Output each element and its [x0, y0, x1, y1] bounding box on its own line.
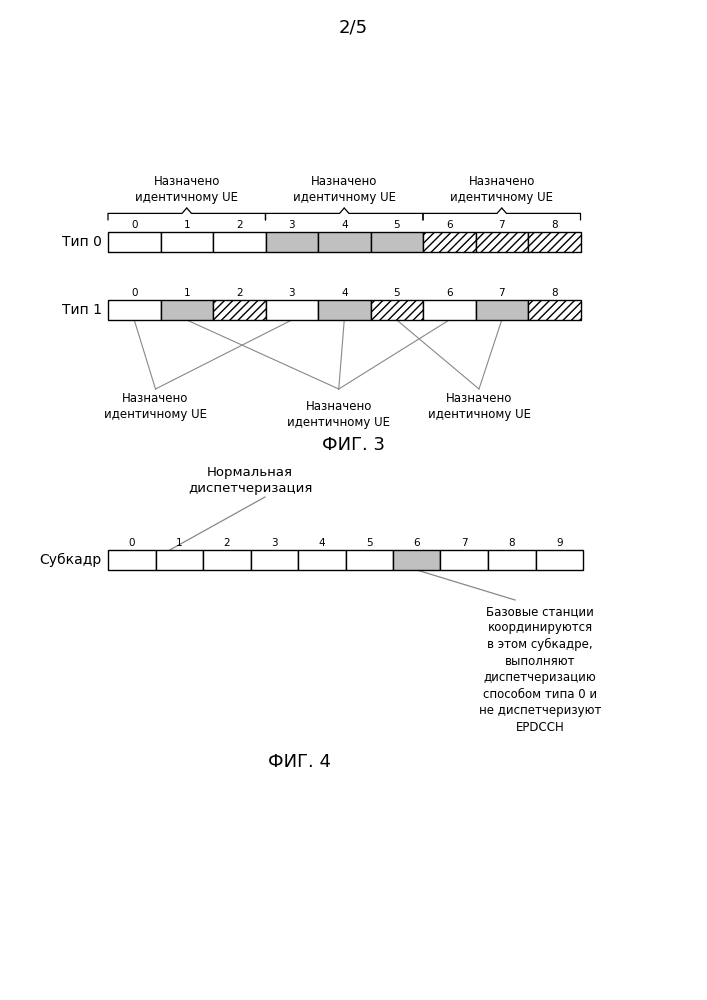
Text: Субкадр: Субкадр	[40, 553, 102, 567]
Text: 1: 1	[176, 538, 182, 548]
Text: ФИГ. 4: ФИГ. 4	[269, 753, 332, 771]
Text: 2: 2	[223, 538, 230, 548]
Text: ФИГ. 3: ФИГ. 3	[322, 436, 385, 454]
Text: 1: 1	[183, 220, 190, 230]
Text: 7: 7	[498, 220, 505, 230]
Bar	[318, 300, 370, 320]
Bar	[213, 232, 266, 252]
Text: 5: 5	[393, 220, 400, 230]
Text: Назначено
идентичному UE: Назначено идентичному UE	[428, 392, 530, 421]
Bar	[535, 550, 583, 570]
Text: 9: 9	[556, 538, 563, 548]
Text: 3: 3	[288, 288, 295, 298]
Text: Тип 1: Тип 1	[62, 303, 102, 317]
Text: 0: 0	[129, 538, 135, 548]
Bar	[370, 300, 423, 320]
Bar	[528, 232, 580, 252]
Text: 8: 8	[551, 288, 558, 298]
Text: 2: 2	[236, 288, 243, 298]
Bar	[298, 550, 346, 570]
Text: 7: 7	[498, 288, 505, 298]
Text: Назначено
идентичному UE: Назначено идентичному UE	[293, 175, 396, 204]
Bar	[393, 550, 440, 570]
Text: 0: 0	[131, 220, 137, 230]
Text: 3: 3	[271, 538, 278, 548]
Bar	[266, 232, 318, 252]
Text: 5: 5	[393, 288, 400, 298]
Bar	[528, 300, 580, 320]
Bar	[213, 300, 266, 320]
Bar	[476, 232, 528, 252]
Text: 8: 8	[508, 538, 515, 548]
Bar	[203, 550, 250, 570]
Text: 6: 6	[414, 538, 420, 548]
Text: 7: 7	[461, 538, 467, 548]
Text: Назначено
идентичному UE: Назначено идентичному UE	[287, 400, 390, 429]
Bar	[250, 550, 298, 570]
Bar	[160, 300, 213, 320]
Bar	[370, 232, 423, 252]
Bar	[108, 550, 156, 570]
Bar	[423, 300, 476, 320]
Text: Базовые станции
координируются
в этом субкадре,
выполняют
диспетчеризацию
способ: Базовые станции координируются в этом су…	[479, 605, 601, 734]
Bar	[156, 550, 203, 570]
Bar	[108, 300, 160, 320]
Text: 5: 5	[366, 538, 373, 548]
Text: Назначено
идентичному UE: Назначено идентичному UE	[104, 392, 207, 421]
Text: Назначено
идентичному UE: Назначено идентичному UE	[135, 175, 238, 204]
Text: Нормальная
диспетчеризация: Нормальная диспетчеризация	[188, 466, 312, 495]
Text: 2: 2	[236, 220, 243, 230]
Text: 0: 0	[131, 288, 137, 298]
Text: 3: 3	[288, 220, 295, 230]
Bar	[160, 232, 213, 252]
Bar	[266, 300, 318, 320]
Text: 6: 6	[446, 220, 452, 230]
Bar	[423, 232, 476, 252]
Text: Тип 0: Тип 0	[62, 235, 102, 249]
Bar	[488, 550, 535, 570]
Text: 6: 6	[446, 288, 452, 298]
Text: 4: 4	[341, 220, 348, 230]
Text: 2/5: 2/5	[339, 19, 368, 37]
Bar	[346, 550, 393, 570]
Bar	[108, 232, 160, 252]
Bar	[318, 232, 370, 252]
Bar	[440, 550, 488, 570]
Text: Назначено
идентичному UE: Назначено идентичному UE	[450, 175, 554, 204]
Text: 8: 8	[551, 220, 558, 230]
Text: 1: 1	[183, 288, 190, 298]
Text: 4: 4	[341, 288, 348, 298]
Text: 4: 4	[318, 538, 325, 548]
Bar	[476, 300, 528, 320]
